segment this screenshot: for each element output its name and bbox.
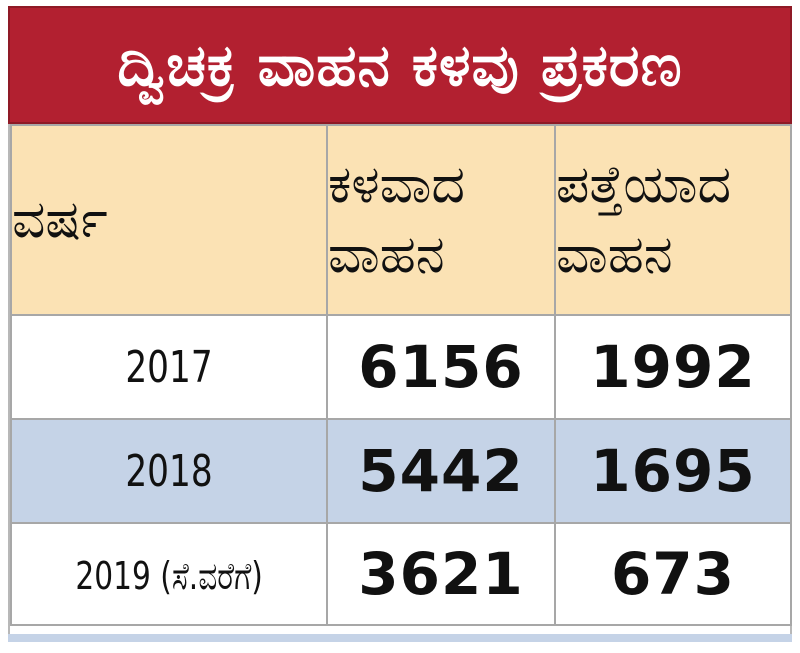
- found-cell: 673: [554, 522, 792, 626]
- found-cell: 1992: [554, 314, 792, 420]
- year-value: 2017: [125, 341, 213, 393]
- title-banner: ದ್ವಿಚಕ್ರ ವಾಹನ ಕಳವು ಪ್ರಕರಣ: [8, 6, 792, 124]
- year-cell: 2018: [10, 418, 328, 524]
- table-row: 2019 (ಸೆ.ವರೆಗೆ) 3621 673: [10, 522, 792, 626]
- year-value: 2019 (ಸೆ.ವರೆಗೆ): [75, 553, 263, 598]
- stolen-header-line1: ಕಳವಾದ: [328, 155, 465, 215]
- year-value: 2018: [125, 445, 213, 497]
- year-column-header: ವರ್ಷ: [10, 124, 328, 316]
- found-header-line2: ವಾಹನ: [556, 225, 673, 285]
- stolen-header-line2: ವಾಹನ: [328, 225, 445, 285]
- stolen-cell: 3621: [326, 522, 556, 626]
- found-header-line1: ಪತ್ತೆಯಾದ: [556, 155, 732, 215]
- stolen-cell: 5442: [326, 418, 556, 524]
- found-column-header: ಪತ್ತೆಯಾದ ವಾಹನ: [554, 124, 792, 316]
- year-cell: 2019 (ಸೆ.ವರೆಗೆ): [10, 522, 328, 626]
- found-cell: 1695: [554, 418, 792, 524]
- table-row: 2018 5442 1695: [10, 418, 792, 524]
- table-row: 2017 6156 1992: [10, 314, 792, 420]
- stolen-column-header: ಕಳವಾದ ವಾಹನ: [326, 124, 556, 316]
- bottom-divider: [8, 634, 792, 642]
- stolen-cell: 6156: [326, 314, 556, 420]
- theft-stats-table: ವರ್ಷ ಕಳವಾದ ವಾಹನ ಪತ್ತೆಯಾದ ವಾಹನ 2017 6156 …: [10, 124, 792, 626]
- page-title: ದ್ವಿಚಕ್ರ ವಾಹನ ಕಳವು ಪ್ರಕರಣ: [117, 30, 683, 99]
- header-row: ವರ್ಷ ಕಳವಾದ ವಾಹನ ಪತ್ತೆಯಾದ ವಾಹನ: [10, 124, 792, 316]
- year-cell: 2017: [10, 314, 328, 420]
- year-header-label: ವರ್ಷ: [12, 190, 108, 250]
